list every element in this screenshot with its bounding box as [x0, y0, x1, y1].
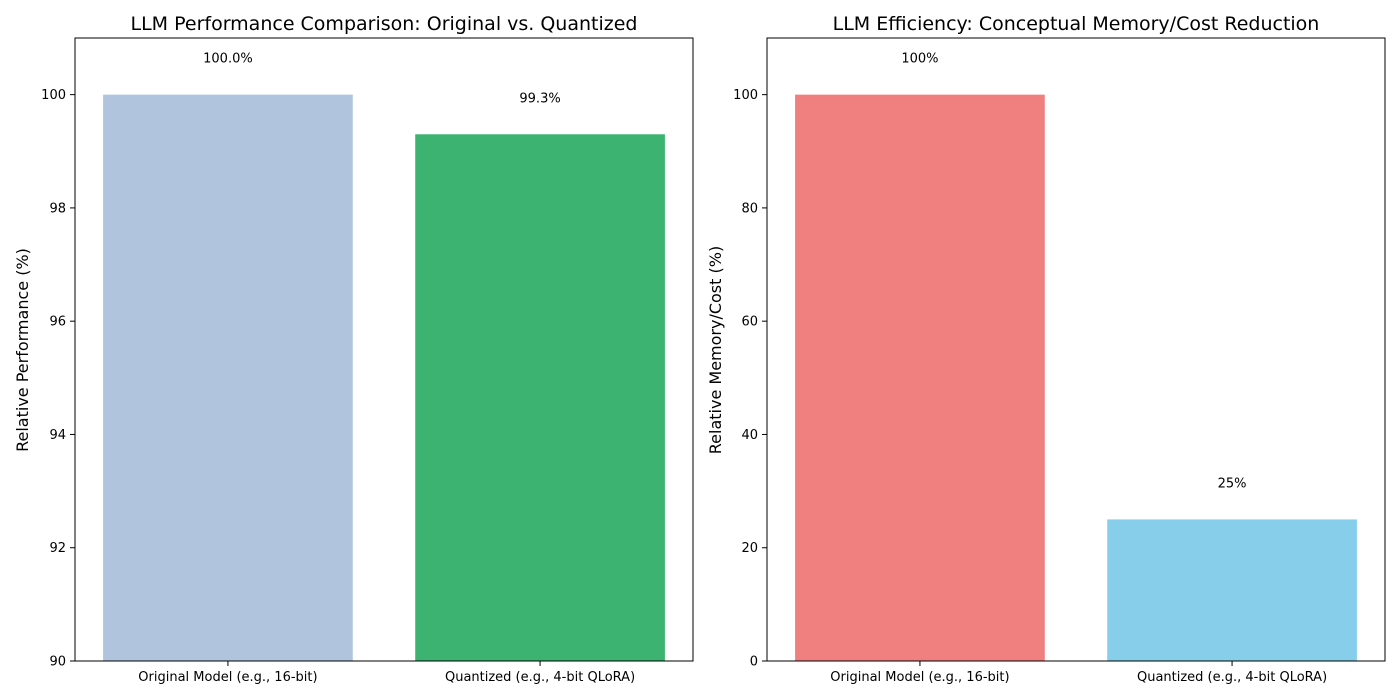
y-tick-label: 0 — [750, 655, 758, 670]
bar — [795, 94, 1045, 661]
plot-area-frame — [766, 37, 1386, 662]
efficiency-chart: LLM Efficiency: Conceptual Memory/Cost R… — [706, 13, 1386, 685]
bars-group — [103, 94, 665, 661]
plot-area-frame — [74, 37, 694, 662]
bar — [415, 134, 665, 661]
y-tick-label: 96 — [49, 315, 66, 330]
bar — [1107, 519, 1357, 661]
bar — [103, 94, 353, 661]
x-tick-label: Original Model (e.g., 16-bit) — [830, 670, 1009, 685]
y-tick-label: 98 — [49, 201, 66, 216]
chart-title: LLM Performance Comparison: Original vs.… — [131, 13, 638, 35]
y-tick-label: 100 — [41, 88, 66, 103]
data-label: 100% — [901, 52, 938, 67]
performance-chart: LLM Performance Comparison: Original vs.… — [13, 13, 694, 685]
y-tick-label: 90 — [49, 655, 66, 670]
y-tick-label: 20 — [741, 541, 758, 556]
x-ticks-group: Original Model (e.g., 16-bit) Quantized (… — [138, 661, 635, 685]
y-tick-label: 100 — [733, 88, 758, 103]
value-labels-group: 100.0% 99.3% — [203, 52, 561, 107]
bars-group — [795, 94, 1357, 661]
chart-title: LLM Efficiency: Conceptual Memory/Cost R… — [833, 13, 1320, 35]
y-tick-label: 60 — [741, 315, 758, 330]
y-tick-label: 94 — [49, 428, 66, 443]
x-tick-label: Quantized (e.g., 4-bit QLoRA) — [1137, 670, 1327, 685]
y-tick-label: 40 — [741, 428, 758, 443]
y-tick-label: 80 — [741, 201, 758, 216]
y-axis-label: Relative Memory/Cost (%) — [706, 246, 725, 454]
value-labels-group: 100% 25% — [901, 52, 1246, 492]
data-label: 99.3% — [519, 91, 560, 106]
y-tick-label: 92 — [49, 541, 66, 556]
y-ticks-group: 0 20 40 60 80 100 — [733, 88, 767, 670]
x-tick-label: Quantized (e.g., 4-bit QLoRA) — [445, 670, 635, 685]
y-axis-label: Relative Performance (%) — [13, 248, 32, 452]
data-label: 100.0% — [203, 52, 253, 67]
y-ticks-group: 90 92 94 96 98 100 — [41, 88, 75, 670]
data-label: 25% — [1218, 476, 1247, 491]
x-tick-label: Original Model (e.g., 16-bit) — [138, 670, 317, 685]
x-ticks-group: Original Model (e.g., 16-bit) Quantized (… — [830, 661, 1327, 685]
